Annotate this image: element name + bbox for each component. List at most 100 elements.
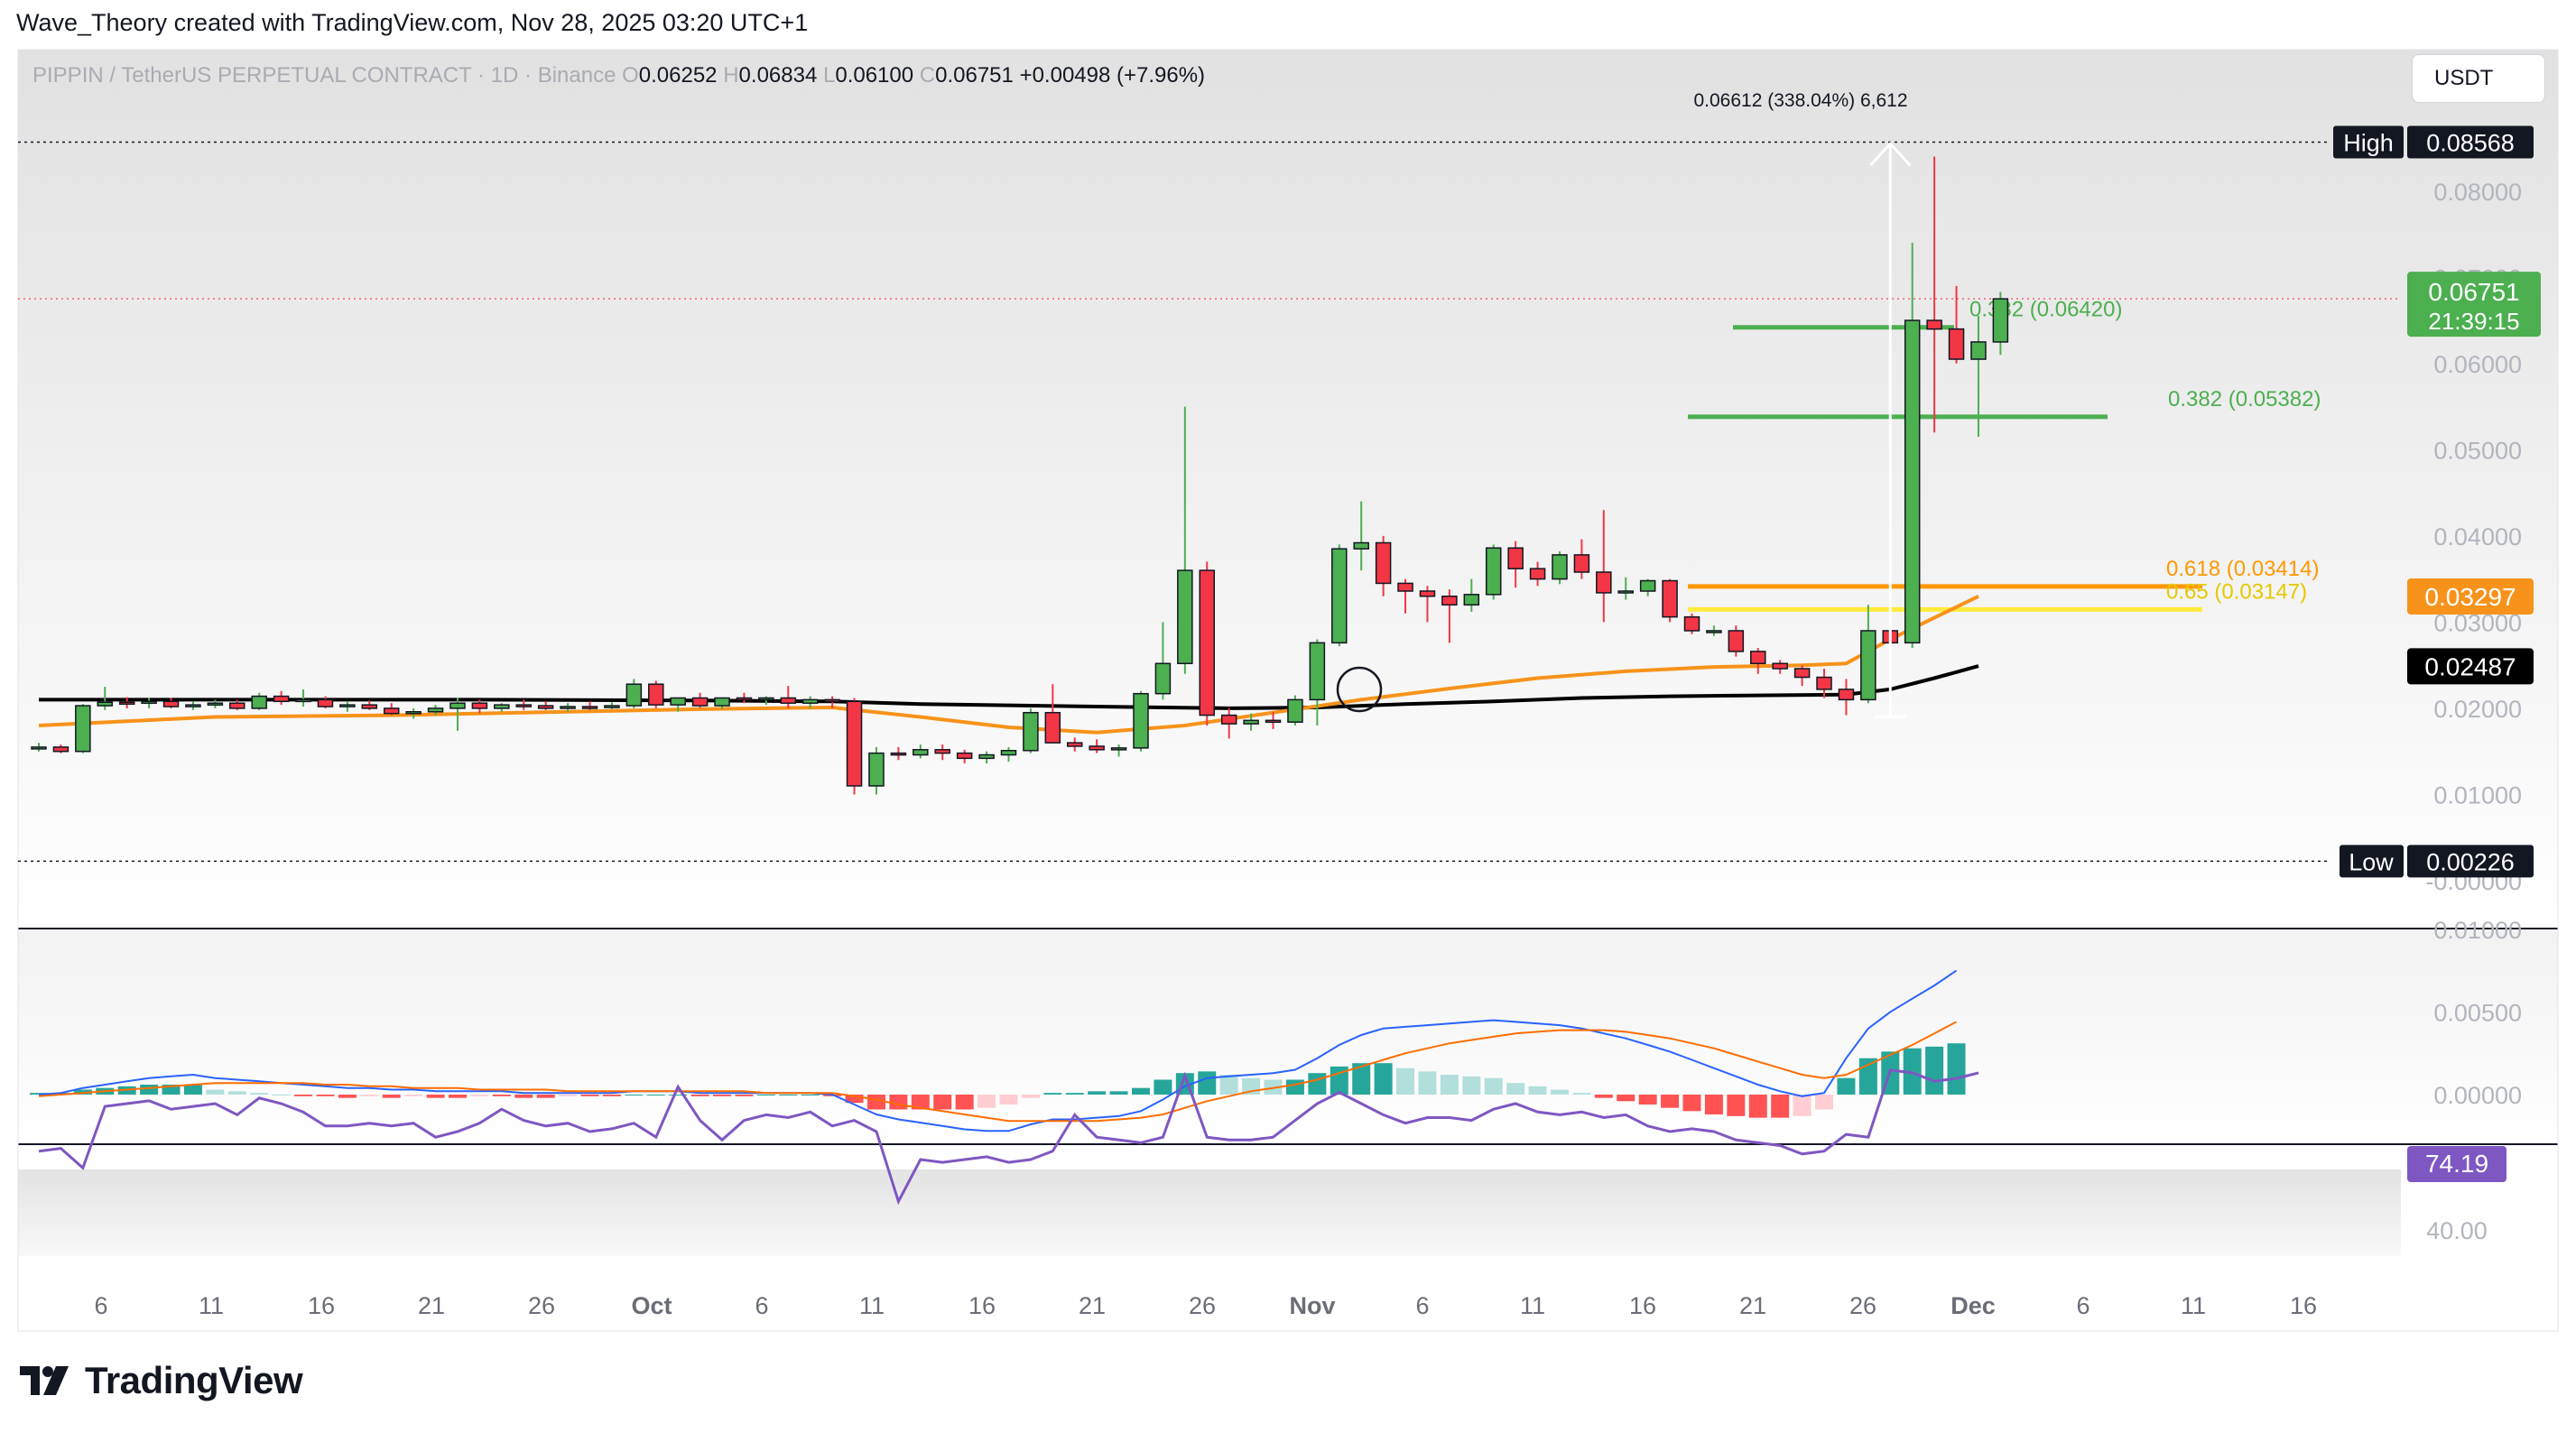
price-tick-label: 0.02000 (2433, 696, 2522, 723)
macd-histogram-bar (1661, 1095, 1680, 1108)
candle-body (648, 683, 664, 706)
macd-histogram-bar (1109, 1091, 1128, 1095)
high-value-bg (2407, 125, 2534, 159)
time-tick-label: 16 (308, 1292, 335, 1319)
candle-body (1639, 579, 1656, 592)
crossover-circle (1336, 666, 1383, 713)
candle-body (185, 704, 201, 707)
time-tick-label: 16 (2290, 1292, 2317, 1319)
chart-header: Wave_Theory created with TradingView.com… (16, 9, 809, 36)
time-tick-label: Nov (1289, 1292, 1335, 1319)
macd-histogram-bar (1682, 1095, 1701, 1112)
macd-histogram-bar (360, 1095, 379, 1096)
macd-histogram-bar (338, 1095, 357, 1098)
candle-body (1353, 541, 1369, 550)
macd-histogram-bar (1528, 1086, 1547, 1095)
candle-body (1904, 319, 1921, 644)
macd-histogram-bar (1418, 1071, 1437, 1095)
legend-l-label: L (822, 63, 836, 88)
candle-body (494, 704, 510, 709)
rsi-tick-label: 40.00 (2426, 1217, 2488, 1244)
candle-body (581, 706, 598, 709)
candle-body (1309, 642, 1326, 701)
macd-histogram-bar (1638, 1095, 1657, 1105)
tradingview-logo[interactable]: TradingView (20, 1359, 303, 1402)
macd-pane-bg (18, 929, 2558, 1144)
candle-body (229, 702, 246, 709)
legend-h-label: H (723, 63, 739, 88)
last-price-label: 0.06751 (2428, 278, 2519, 306)
macd-histogram-bar (559, 1095, 578, 1096)
reference-lines (18, 141, 2401, 863)
macd-histogram-bar (1374, 1063, 1393, 1095)
candle-body (736, 697, 753, 701)
candle-body (1992, 298, 2009, 343)
low-tag-label: Low (2349, 848, 2394, 875)
price-axis: 0.080000.070000.060000.050000.040000.030… (2333, 125, 2541, 1244)
candle-body (1596, 571, 1612, 594)
candle-body (273, 695, 290, 703)
macd-histogram-bar (294, 1095, 313, 1096)
candle-body (1926, 319, 1942, 330)
signal-line (38, 1021, 1957, 1123)
macd-tick-label: 0.00000 (2433, 1082, 2522, 1109)
candle-body (560, 706, 576, 709)
candle-body (1199, 569, 1216, 716)
time-tick-label: 21 (418, 1292, 445, 1319)
candle-body (1793, 668, 1811, 679)
macd-histogram-bar (911, 1095, 930, 1110)
candle-body (118, 701, 135, 706)
macd-histogram-bar (1748, 1095, 1767, 1118)
time-tick-label: 6 (755, 1292, 768, 1319)
candle-body (1419, 590, 1436, 597)
candle-body (1485, 547, 1502, 596)
ema-long-tag-label: 0.02487 (2424, 652, 2516, 680)
candle-body (295, 698, 311, 703)
macd-histogram-bar (955, 1095, 974, 1110)
candle-body (75, 705, 91, 753)
main-pane-bg (18, 50, 2558, 928)
candle-body (1529, 568, 1546, 580)
candle-body (890, 752, 907, 756)
price-tick-label: 0.04000 (2433, 523, 2522, 550)
ema-short-tag-bg (2407, 578, 2534, 615)
rsi-line (38, 1068, 1979, 1206)
legend-symbol: PIPPIN / TetherUS PERPETUAL CONTRACT · 1… (32, 63, 616, 88)
macd-histogram-bar (1154, 1079, 1172, 1095)
time-tick-label: 16 (1629, 1292, 1656, 1319)
macd-tick-label: 0.00500 (2433, 999, 2522, 1026)
macd-histogram-bar (1858, 1058, 1877, 1095)
currency-button[interactable]: USDT (2412, 54, 2545, 103)
macd-histogram-bar (1550, 1089, 1569, 1095)
candle-body (405, 711, 422, 715)
candle-body (1617, 590, 1634, 594)
macd-histogram-bar (1925, 1046, 1944, 1095)
candle-body (1552, 554, 1568, 580)
macd-histogram-bar (1837, 1077, 1856, 1095)
candle-body (1044, 711, 1061, 744)
ema-long-tag-bg (2407, 648, 2534, 685)
price-tick-label: 0.01000 (2433, 781, 2522, 809)
candle-body (361, 704, 378, 709)
macd-indicator (30, 969, 1966, 1132)
legend-change: +0.00498 (+7.96%) (1019, 63, 1206, 88)
price-tick-label: 0.06000 (2433, 351, 2522, 378)
macd-tick-label: 0.01000 (2433, 917, 2522, 944)
rsi-band (18, 1169, 2401, 1256)
time-tick-label: 26 (528, 1292, 555, 1319)
candle-body (780, 697, 797, 704)
legend-high: 0.06834 (738, 63, 818, 88)
candle-body (1066, 742, 1083, 747)
chart-border (17, 49, 2559, 1332)
time-tick-label: 21 (1079, 1292, 1106, 1319)
candle-body (449, 702, 466, 709)
time-tick-label: 26 (1849, 1292, 1876, 1319)
candle-body (1816, 676, 1832, 690)
candle-body (1287, 698, 1303, 723)
time-tick-label: 21 (1739, 1292, 1766, 1319)
macd-histogram-bar (690, 1095, 709, 1096)
symbol-legend: PIPPIN / TetherUS PERPETUAL CONTRACT · 1… (32, 63, 1205, 88)
measure-arrow-head (1869, 142, 1912, 167)
macd-histogram-bar (1285, 1079, 1304, 1095)
price-tick-label: 0.08000 (2433, 179, 2522, 206)
